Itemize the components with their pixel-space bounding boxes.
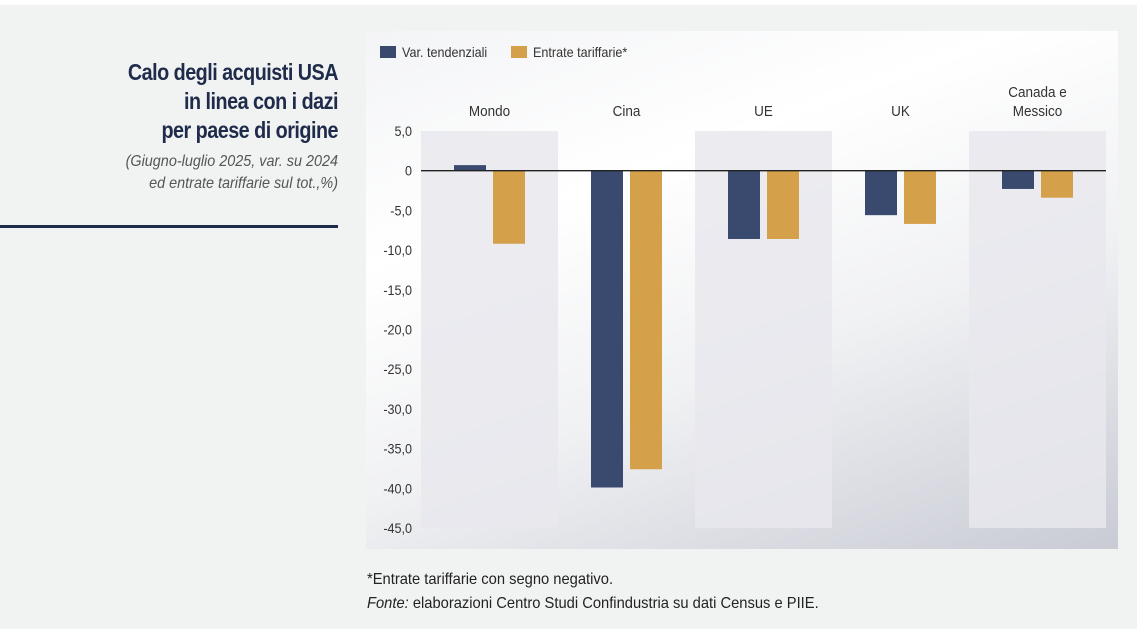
y-tick-label: -10,0 xyxy=(383,242,412,258)
legend-item-entrate-tariffarie: Entrate tariffarie* xyxy=(510,44,638,60)
legend-label: Entrate tariffarie* xyxy=(532,44,628,60)
y-tick-label: -5,0 xyxy=(390,203,412,219)
footnote-source: Fonte: elaborazioni Centro Studi Confind… xyxy=(367,592,819,616)
y-tick-label: -45,0 xyxy=(383,520,412,536)
chart-title: Calo degli acquisti USA in linea con i d… xyxy=(54,58,339,145)
title-divider xyxy=(0,225,338,228)
subtitle-line-1: (Giugno-luglio 2025, var. su 2024 xyxy=(125,153,338,170)
footnote-note: *Entrate tariffarie con segno negativo. xyxy=(367,571,614,588)
subtitle-line-2: ed entrate tariffarie sul tot.,%) xyxy=(149,175,338,192)
legend-swatch-series2 xyxy=(510,46,527,58)
y-tick-label: -25,0 xyxy=(383,362,412,378)
category-label: Cina xyxy=(613,103,641,120)
category-label: Mondo xyxy=(469,103,510,120)
bar-var-tendenziali xyxy=(728,170,760,239)
top-strip xyxy=(0,0,1137,5)
title-block: Calo degli acquisti USA in linea con i d… xyxy=(8,58,339,195)
legend-item-var-tendenziali: Var. tendenziali xyxy=(380,44,497,60)
category-label: UE xyxy=(754,103,773,120)
bar-entrate-tariffarie xyxy=(767,170,799,239)
bar-entrate-tariffarie xyxy=(493,170,525,244)
chart-subtitle: (Giugno-luglio 2025, var. su 2024 ed ent… xyxy=(41,151,338,195)
y-tick-label: 5,0 xyxy=(394,123,412,139)
bar-var-tendenziali xyxy=(454,165,486,171)
legend: Var. tendenziali Entrate tariffarie* xyxy=(380,44,652,60)
bar-var-tendenziali xyxy=(865,170,897,216)
bar-var-tendenziali xyxy=(1002,170,1034,189)
category-label: UK xyxy=(891,103,910,120)
footnote: *Entrate tariffarie con segno negativo. … xyxy=(367,568,858,616)
title-line-2: in linea con i dazi xyxy=(184,88,338,114)
y-tick-label: -20,0 xyxy=(383,322,412,338)
legend-swatch-series1 xyxy=(380,46,396,58)
source-label: Fonte: xyxy=(367,595,409,612)
category-panel xyxy=(969,131,1106,528)
category-label: Canada e xyxy=(1008,84,1067,101)
y-tick-label: -35,0 xyxy=(383,441,412,457)
source-text: elaborazioni Centro Studi Confindustria … xyxy=(408,595,819,612)
category-label: Messico xyxy=(1013,103,1063,120)
title-line-3: per paese di origine xyxy=(161,117,338,143)
y-tick-label: -40,0 xyxy=(383,481,412,497)
y-tick-label: -15,0 xyxy=(383,282,412,298)
bar-var-tendenziali xyxy=(591,170,623,488)
y-tick-label: -30,0 xyxy=(383,401,412,417)
title-line-1: Calo degli acquisti USA xyxy=(127,59,339,85)
y-tick-label: 0 xyxy=(405,163,412,179)
category-panel xyxy=(421,131,558,528)
legend-label: Var. tendenziali xyxy=(402,44,488,60)
bar-entrate-tariffarie xyxy=(630,170,662,470)
bar-entrate-tariffarie xyxy=(904,170,936,224)
category-panel xyxy=(695,131,832,528)
bar-entrate-tariffarie xyxy=(1041,170,1073,198)
